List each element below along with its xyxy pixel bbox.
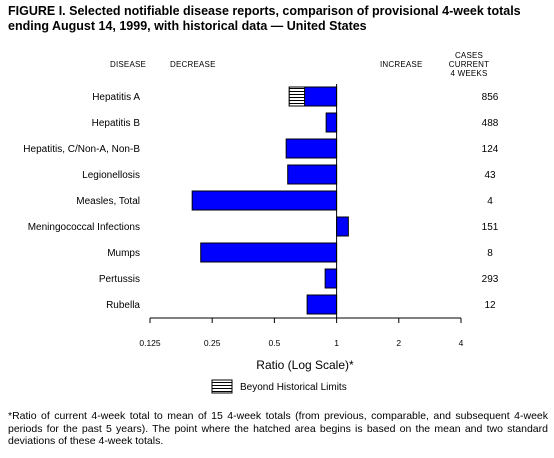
cases-value: 293	[482, 274, 499, 285]
bar-hepatitis-b	[325, 112, 338, 133]
x-tick-label: 0.125	[139, 338, 161, 348]
category-label: Mumps	[107, 248, 140, 259]
cases-value: 43	[484, 170, 496, 181]
cases-value: 488	[482, 118, 499, 129]
category-label: Legionellosis	[82, 170, 140, 181]
x-tick-label: 0.5	[268, 338, 280, 348]
category-label: Hepatitis A	[92, 92, 140, 103]
cases-value: 8	[487, 248, 493, 259]
x-tick-label: 2	[396, 338, 401, 348]
header-cases-line2: 4 WEEKS	[450, 69, 488, 78]
header-increase: INCREASE	[380, 60, 423, 69]
bar-meningococcal-infections	[336, 216, 349, 237]
category-label: Measles, Total	[76, 196, 140, 207]
legend-label: Beyond Historical Limits	[240, 382, 347, 393]
footnote: *Ratio of current 4-week total to mean o…	[8, 410, 548, 447]
bar-legionellosis	[287, 164, 338, 185]
bar-pertussis	[324, 268, 338, 289]
bar-measles-total	[191, 190, 338, 211]
category-label: Hepatitis, C/Non-A, Non-B	[23, 144, 140, 155]
legend-hatch-swatch	[211, 379, 233, 394]
header-cases-current: CASES CURRENT 4 WEEKS	[434, 51, 504, 78]
x-tick-label: 0.25	[204, 338, 221, 348]
header-disease: DISEASE	[110, 60, 147, 69]
bar-mumps	[200, 242, 338, 263]
cases-value: 856	[482, 92, 499, 103]
header-cases-line1: CASES CURRENT	[448, 51, 490, 69]
cases-value: 12	[484, 300, 496, 311]
figure-title: FIGURE I. Selected notifiable disease re…	[8, 4, 521, 33]
bar-rubella	[306, 294, 338, 315]
cases-value: 124	[482, 144, 499, 155]
cases-value: 151	[482, 222, 499, 233]
category-label: Hepatitis B	[92, 118, 141, 129]
category-label: Rubella	[106, 300, 140, 311]
category-label: Pertussis	[99, 274, 140, 285]
category-label: Meningococcal Infections	[28, 222, 140, 233]
header-decrease: DECREASE	[170, 60, 216, 69]
x-tick-label: 4	[459, 338, 464, 348]
cases-value: 4	[487, 196, 493, 207]
hatched-segment	[288, 86, 306, 107]
bar-hepatitis-c-non-a-non-b	[285, 138, 338, 159]
x-tick-label: 1	[334, 338, 339, 348]
x-axis-label: Ratio (Log Scale)*	[256, 358, 354, 372]
